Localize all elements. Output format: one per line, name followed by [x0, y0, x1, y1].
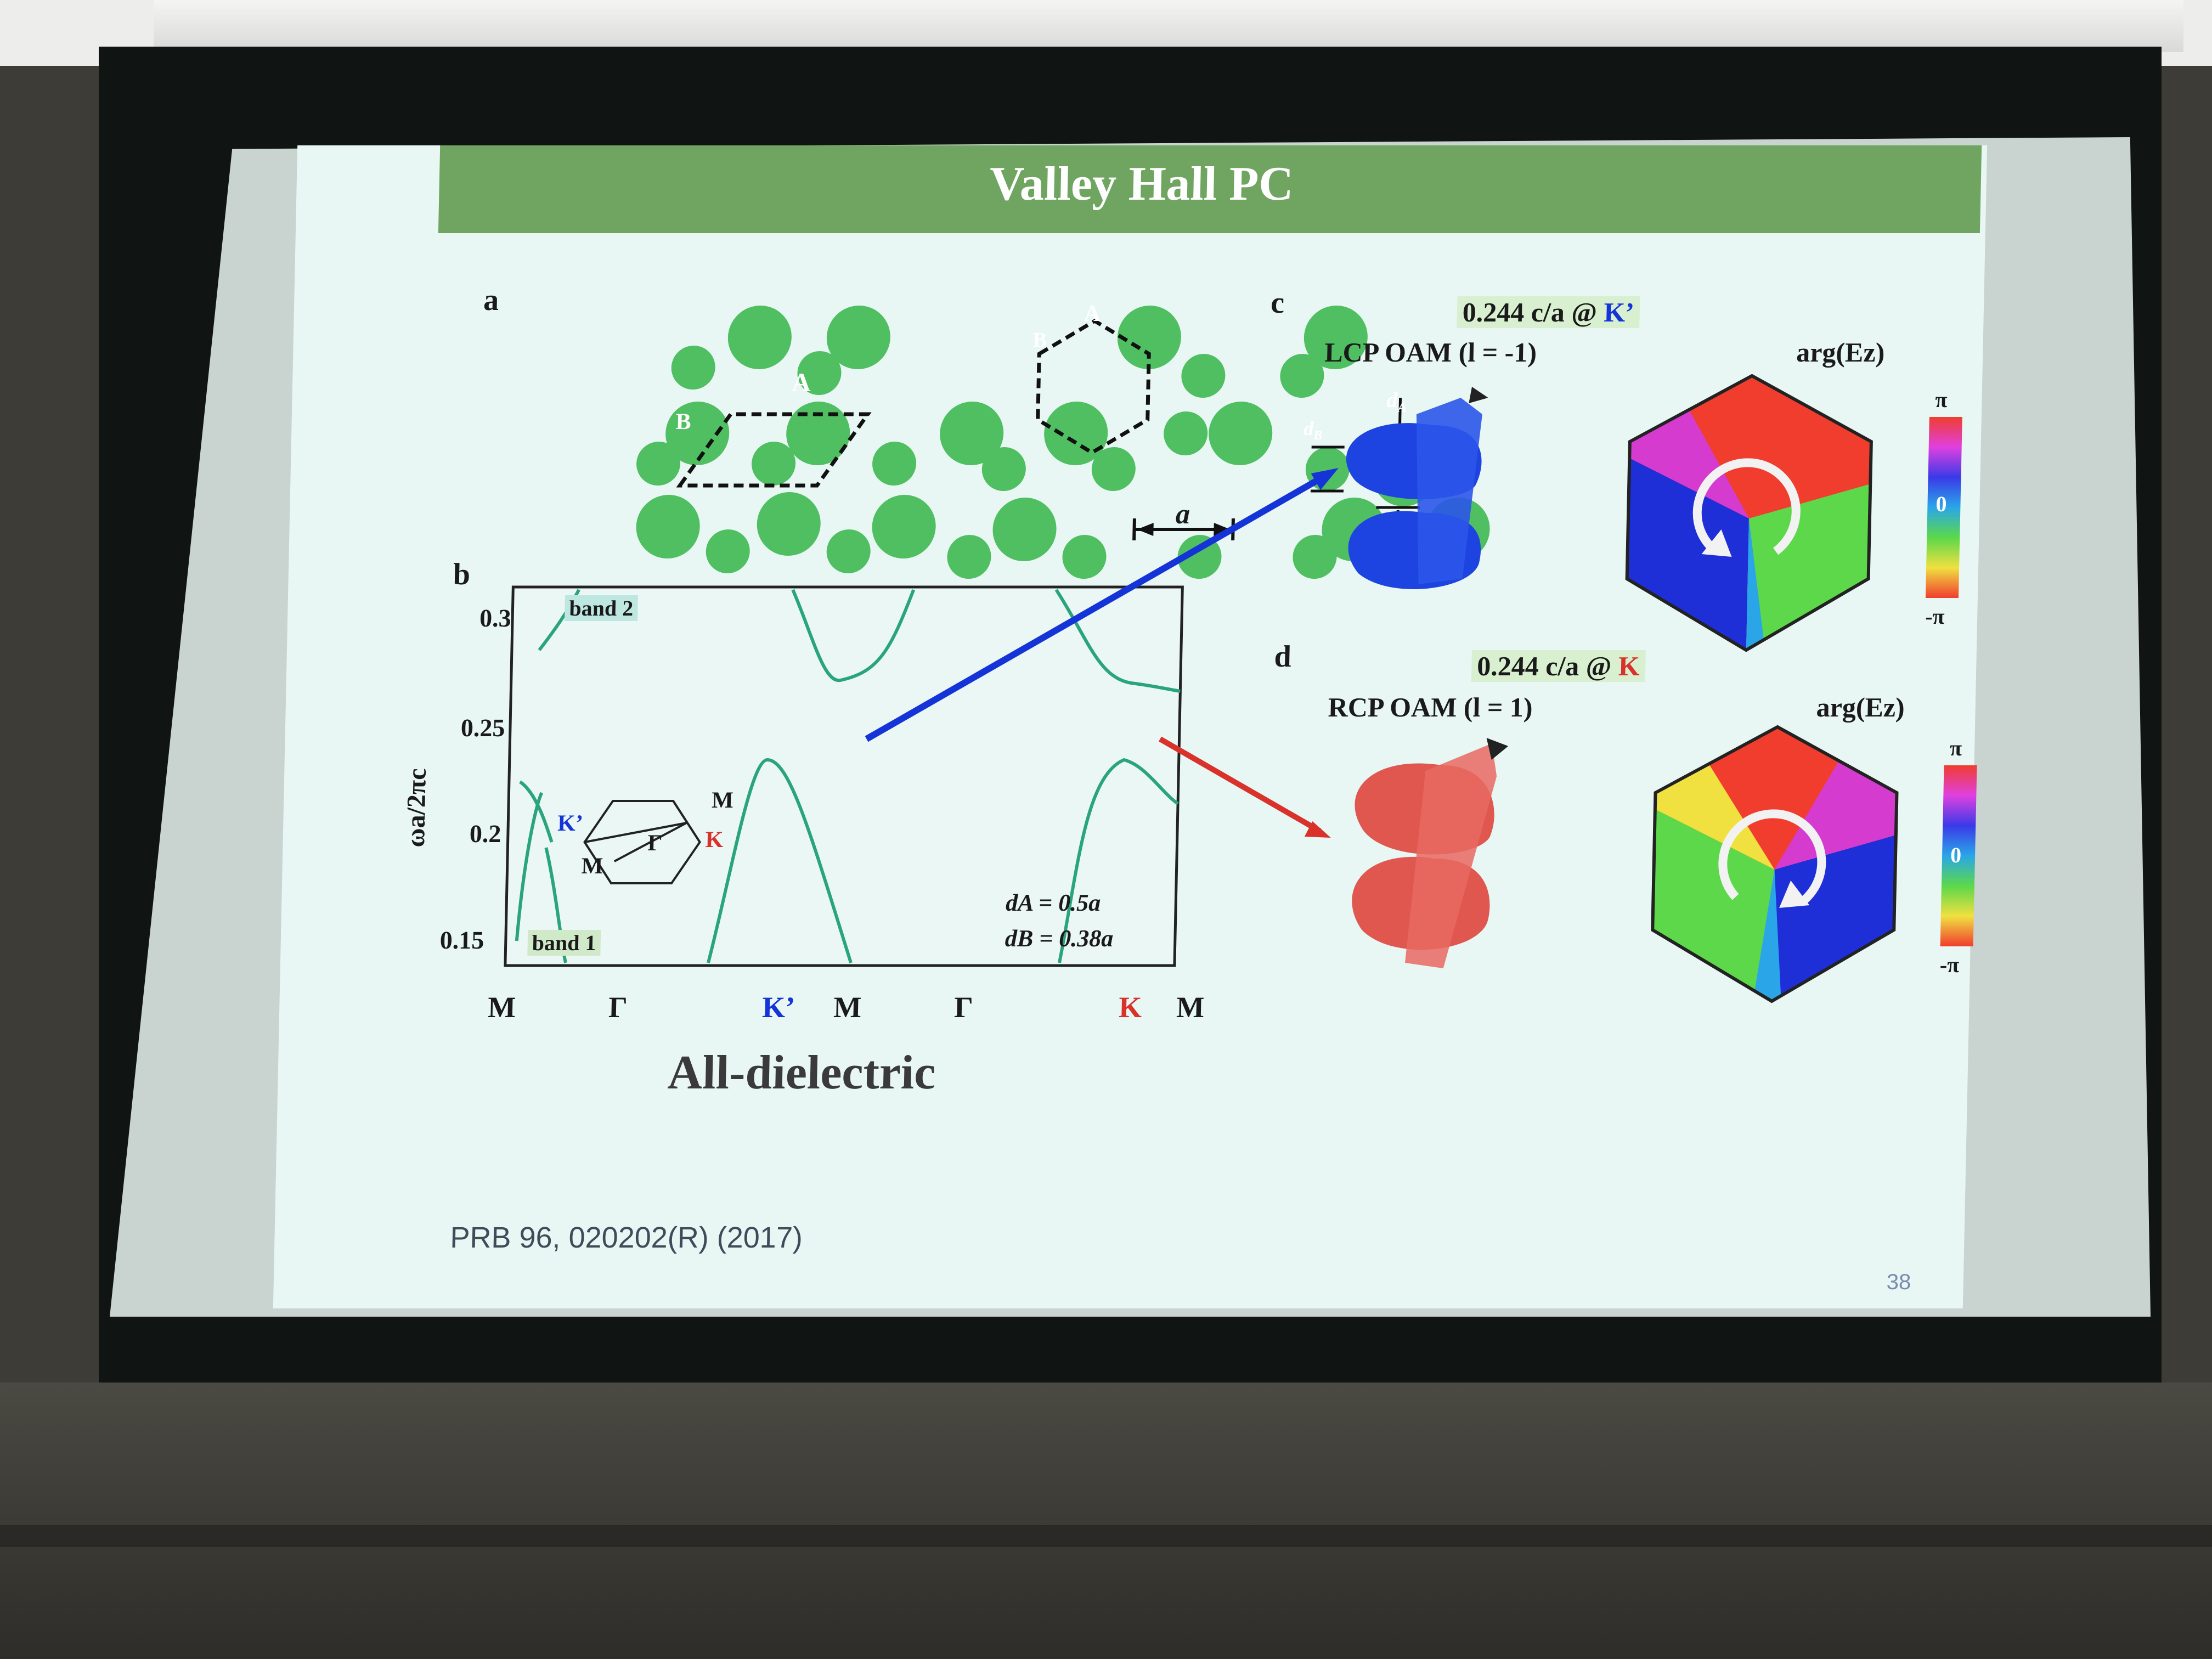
lattice-site	[826, 529, 871, 573]
freq-label-d: 0.244 c/a @ K	[1471, 650, 1646, 682]
projector-housing	[154, 0, 2183, 52]
arrow-head	[1304, 821, 1331, 838]
lattice-site	[797, 351, 842, 395]
band-curve	[791, 589, 916, 682]
lattice-site	[872, 495, 936, 558]
wall-board	[0, 1383, 2212, 1659]
colorbar-top: π	[1935, 387, 1948, 412]
plot-frame	[504, 585, 1184, 967]
lattice-site	[1091, 447, 1136, 491]
arrow-head	[1311, 468, 1339, 490]
colorbar-bottom: -π	[1939, 952, 1960, 977]
lattice-site	[1044, 402, 1108, 465]
helix-arrow-tip	[1486, 738, 1509, 760]
lattice-site	[826, 306, 890, 369]
arrow-head	[1137, 523, 1154, 536]
arrow-head	[1214, 523, 1231, 536]
lattice-site	[1164, 411, 1208, 455]
colorbar-bottom: -π	[1925, 604, 1945, 629]
lattice-site	[981, 447, 1026, 491]
connector-arrows	[865, 468, 1339, 838]
colorbar-top: π	[1949, 736, 1962, 760]
brillouin-zone-hexagon	[583, 800, 702, 884]
band-curve	[1058, 758, 1179, 963]
lattice-site	[1280, 354, 1324, 398]
lattice-site	[872, 442, 917, 486]
citation: PRB 96, 020202(R) (2017)	[449, 1221, 803, 1254]
colorbar-mid: 0	[1950, 843, 1962, 867]
lattice-site	[727, 306, 792, 369]
lattice-site	[940, 402, 1004, 465]
phase-hexagon-c	[1625, 374, 1873, 652]
lattice-figure	[636, 306, 1490, 579]
lattice-site	[1117, 306, 1181, 369]
mode-label-d: RCP OAM (l = 1)	[1328, 692, 1533, 723]
mode-label-c: LCP OAM (l = -1)	[1324, 337, 1537, 368]
lattice-site	[665, 402, 730, 465]
lattice-site	[1304, 306, 1368, 369]
rcp-oam-helix	[1352, 738, 1509, 968]
phase-hexagon-d	[1651, 725, 1899, 1003]
lattice-site	[786, 402, 850, 465]
lattice-site	[1181, 354, 1226, 398]
lattice-site	[636, 442, 681, 486]
page-number: 38	[1886, 1270, 1911, 1294]
k-arrow	[1158, 736, 1322, 834]
freq-label-c: 0.244 c/a @ K’	[1457, 296, 1640, 328]
arg-label-c: arg(Ez)	[1796, 337, 1885, 368]
bz-path	[613, 822, 687, 862]
arrow-tick	[1132, 518, 1136, 540]
bz-path	[584, 822, 687, 843]
panel-c-label: c	[1270, 286, 1285, 320]
rotation-arrow	[1718, 809, 1826, 906]
lattice-site	[671, 346, 715, 390]
unit-cell-outline	[676, 412, 872, 488]
lattice-site	[1293, 535, 1337, 579]
band-curve	[515, 792, 544, 941]
board-rail	[0, 1525, 2212, 1547]
k-prime-arrow	[865, 471, 1329, 742]
slide: Valley Hall PC a	[273, 145, 1988, 1308]
lattice-site	[706, 529, 750, 573]
lattice-site	[1062, 535, 1107, 579]
hexagon-outline	[1036, 318, 1151, 455]
band-curve	[1054, 589, 1181, 693]
panel-d-label: d	[1274, 640, 1292, 674]
band-structure-plot	[504, 585, 1184, 967]
lattice-site	[752, 442, 796, 486]
lattice-site	[992, 498, 1057, 561]
lattice-site	[1209, 402, 1273, 465]
lattice-site	[1177, 535, 1222, 579]
band-curve	[519, 780, 554, 843]
rotation-arrow	[1692, 458, 1801, 555]
arrow-head	[1701, 529, 1732, 557]
arrow-head	[1779, 881, 1810, 908]
helix-arrow-tip	[1469, 387, 1488, 403]
lcp-oam-helix	[1346, 387, 1488, 589]
lattice-site	[636, 495, 700, 558]
lattice-site	[757, 492, 821, 556]
colorbar-mid: 0	[1936, 492, 1947, 516]
lattice-site	[947, 535, 991, 579]
band-curve	[707, 758, 853, 963]
